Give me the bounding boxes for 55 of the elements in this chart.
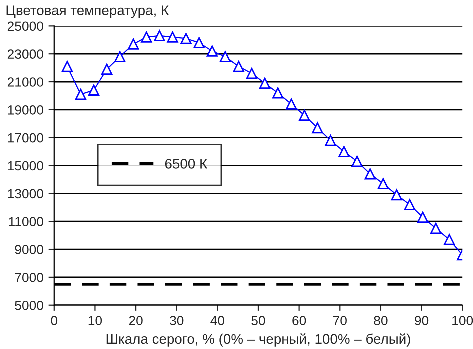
point [206, 46, 218, 57]
x-axis-title: Шкала серого, % (0% – черный, 100% – белый) [106, 334, 410, 347]
y-tick-label: 23000 [8, 50, 44, 60]
y-tick-label: 15000 [8, 161, 44, 171]
x-tick-label: 60 [292, 316, 306, 326]
legend-label: 6500 К [165, 159, 208, 169]
point [378, 178, 389, 190]
y-tick-label: 19000 [8, 106, 44, 115]
y-tick-label: 5000 [15, 300, 44, 310]
y-axis-title: Цветовая температура, К [6, 6, 170, 18]
x-tick-label: 100 [452, 316, 473, 326]
x-tick-label: 0 [51, 316, 58, 326]
point [444, 234, 456, 246]
point [338, 146, 350, 158]
point [101, 64, 113, 76]
x-tick-label: 80 [374, 316, 388, 326]
y-tick-label: 7000 [15, 273, 44, 282]
x-tick-label: 20 [129, 316, 143, 326]
point [312, 122, 324, 134]
point [272, 88, 284, 99]
point [286, 98, 298, 110]
x-tick-label: 50 [252, 316, 266, 326]
y-tick-label: 11000 [9, 217, 44, 227]
point [404, 199, 416, 210]
x-tick-label: 40 [210, 316, 224, 326]
point [114, 51, 126, 62]
point [391, 190, 402, 201]
y-tick-label: 13000 [8, 189, 44, 199]
point [259, 78, 271, 89]
x-tick-label: 90 [415, 316, 429, 326]
y-tick-label: 17000 [8, 133, 44, 143]
point [233, 61, 244, 72]
point [88, 84, 100, 96]
point [167, 32, 178, 43]
point [352, 156, 363, 168]
point [180, 33, 192, 44]
point [364, 168, 376, 180]
point [194, 37, 205, 48]
point [141, 32, 152, 43]
x-tick-label: 30 [170, 316, 184, 326]
y-tick-label: 9000 [15, 245, 44, 254]
point [325, 135, 336, 146]
x-tick-label: 70 [333, 316, 347, 326]
y-tick-label: 21000 [8, 78, 44, 87]
y-tick-label: 25000 [8, 22, 44, 32]
x-tick-label: 10 [88, 316, 102, 326]
point [417, 212, 429, 223]
point [246, 68, 258, 80]
point [75, 89, 86, 100]
point [299, 110, 310, 122]
point [430, 223, 442, 234]
point [128, 38, 140, 50]
point [154, 30, 166, 42]
point [62, 61, 74, 72]
point [220, 51, 231, 62]
